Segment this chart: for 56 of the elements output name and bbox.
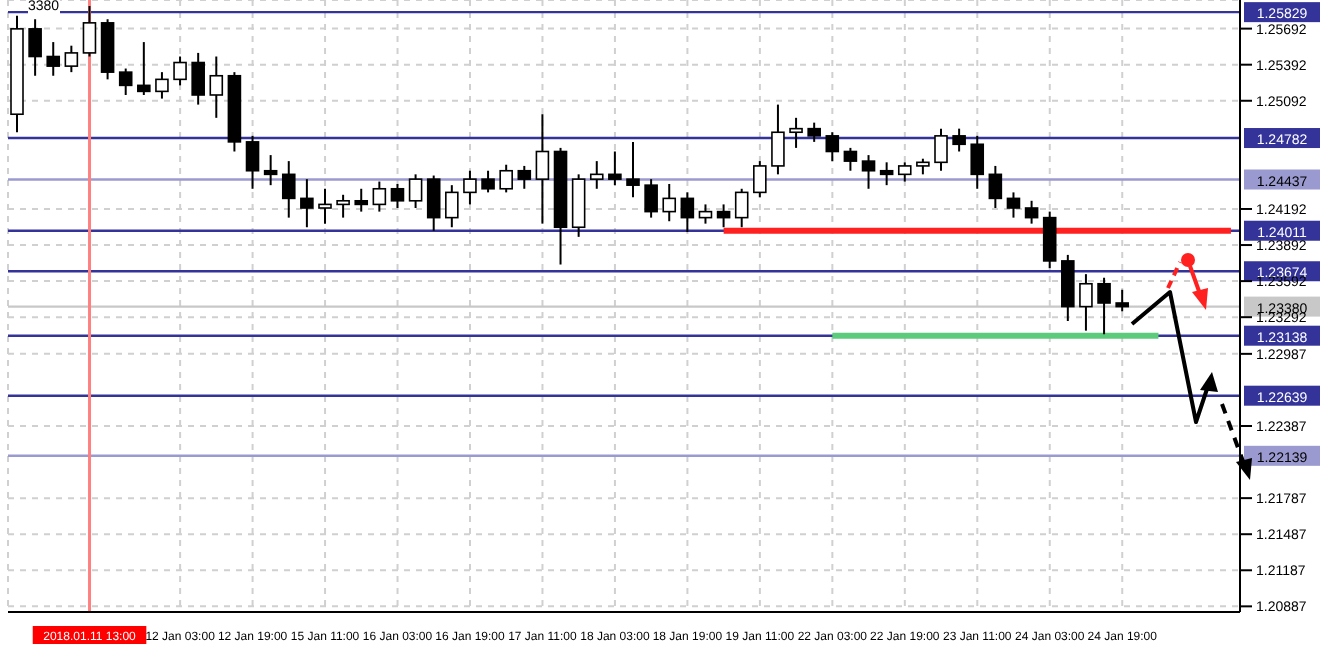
candlestick bbox=[1006, 191, 1021, 219]
candlestick bbox=[716, 203, 731, 229]
candlestick bbox=[318, 187, 332, 225]
candlestick bbox=[336, 193, 350, 219]
candlestick bbox=[390, 182, 405, 210]
candlestick bbox=[408, 173, 423, 210]
candlestick bbox=[245, 134, 260, 190]
candlestick bbox=[535, 113, 550, 225]
candlestick bbox=[644, 178, 658, 219]
candlestick bbox=[1115, 288, 1129, 313]
candlestick bbox=[662, 182, 677, 223]
candlestick bbox=[1061, 253, 1075, 323]
candlestick bbox=[191, 51, 205, 106]
candlestick bbox=[698, 203, 713, 225]
candlestick bbox=[118, 67, 133, 96]
candlestick bbox=[771, 103, 785, 176]
candlestick bbox=[28, 18, 42, 77]
candlestick bbox=[789, 116, 803, 149]
candlestick bbox=[589, 160, 604, 190]
candlestick bbox=[426, 174, 441, 232]
candlestick bbox=[952, 127, 966, 153]
candlestick bbox=[1079, 273, 1093, 332]
candlestick bbox=[734, 187, 749, 229]
candlestick bbox=[64, 44, 79, 74]
candlestick bbox=[209, 55, 224, 119]
candlestick bbox=[499, 163, 513, 194]
candlestick bbox=[372, 180, 387, 213]
candlestick bbox=[807, 121, 821, 143]
candlestick bbox=[753, 160, 767, 199]
candlestick bbox=[263, 154, 278, 187]
candlestick bbox=[626, 140, 640, 199]
candlestick bbox=[173, 55, 187, 87]
candlestick bbox=[481, 169, 495, 194]
candlestick bbox=[463, 169, 477, 206]
candlestick bbox=[1097, 276, 1111, 336]
candlestick bbox=[46, 41, 61, 77]
candlestick bbox=[517, 164, 532, 190]
candlestick bbox=[1042, 210, 1057, 270]
candlestick bbox=[825, 131, 840, 163]
candlestick bbox=[281, 160, 296, 219]
candlestick bbox=[680, 191, 695, 234]
candlestick bbox=[608, 150, 622, 187]
candlestick bbox=[354, 187, 369, 213]
candlestick bbox=[970, 134, 985, 190]
candlestick bbox=[843, 146, 858, 172]
candlestick bbox=[445, 184, 459, 229]
candlestick bbox=[897, 161, 912, 183]
candlestick bbox=[137, 41, 151, 96]
candlestick bbox=[82, 5, 97, 58]
candlestick bbox=[934, 127, 948, 172]
candlestick bbox=[988, 164, 1003, 210]
candlestick bbox=[1024, 199, 1039, 225]
candlestick bbox=[155, 71, 169, 100]
candlestick bbox=[861, 154, 876, 190]
candlestick bbox=[300, 178, 314, 229]
candlestick bbox=[879, 161, 894, 187]
